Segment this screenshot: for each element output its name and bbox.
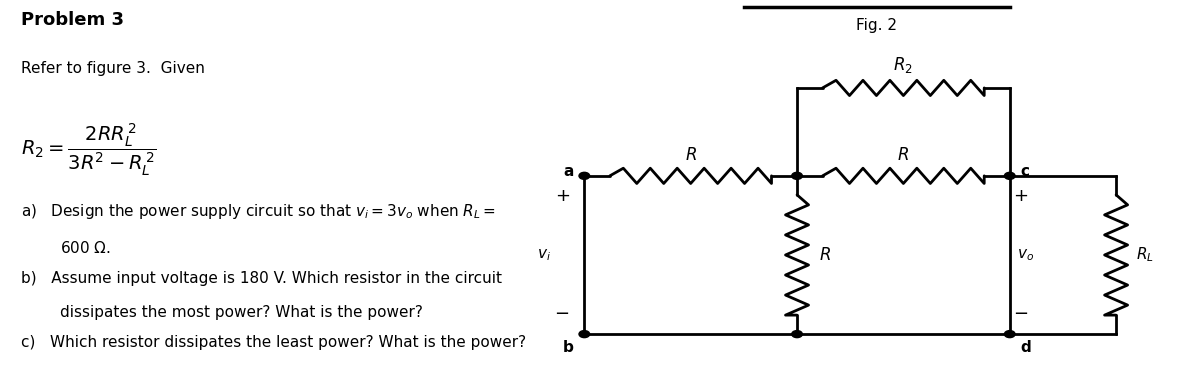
Text: $R$: $R$ xyxy=(819,246,831,264)
Text: b: b xyxy=(563,340,573,355)
Text: $R$: $R$ xyxy=(685,146,697,164)
Circle shape xyxy=(792,172,802,179)
Text: 600 $\Omega$.: 600 $\Omega$. xyxy=(61,240,110,256)
Text: Fig. 2: Fig. 2 xyxy=(856,18,897,33)
Text: +: + xyxy=(554,187,570,205)
Text: $v_i$: $v_i$ xyxy=(537,247,551,263)
Circle shape xyxy=(579,331,590,338)
Circle shape xyxy=(1004,172,1015,179)
Text: $R_2 = \dfrac{2RR_L^{\,2}}{3R^2-R_L^{\,2}}$: $R_2 = \dfrac{2RR_L^{\,2}}{3R^2-R_L^{\,2… xyxy=(21,122,157,178)
Text: +: + xyxy=(1013,187,1028,205)
Circle shape xyxy=(792,331,802,338)
Text: $R_L$: $R_L$ xyxy=(1136,246,1154,264)
Text: d: d xyxy=(1021,340,1032,355)
Text: −: − xyxy=(1013,304,1028,323)
Text: c: c xyxy=(1021,164,1029,179)
Text: a: a xyxy=(564,164,573,179)
Text: c)   Which resistor dissipates the least power? What is the power?: c) Which resistor dissipates the least p… xyxy=(21,335,526,350)
Text: dissipates the most power? What is the power?: dissipates the most power? What is the p… xyxy=(61,305,423,320)
Text: $v_o$: $v_o$ xyxy=(1017,247,1034,263)
Text: −: − xyxy=(554,304,570,323)
Text: a)   Design the power supply circuit so that $v_i = 3v_o$ when $R_L =$: a) Design the power supply circuit so th… xyxy=(21,202,496,221)
Circle shape xyxy=(579,172,590,179)
Text: $R$: $R$ xyxy=(897,146,909,164)
Text: b)   Assume input voltage is 180 V. Which resistor in the circuit: b) Assume input voltage is 180 V. Which … xyxy=(21,271,502,285)
Text: $R_2$: $R_2$ xyxy=(894,55,913,75)
Text: Problem 3: Problem 3 xyxy=(21,11,123,29)
Circle shape xyxy=(1004,331,1015,338)
Text: Refer to figure 3.  Given: Refer to figure 3. Given xyxy=(21,61,205,76)
